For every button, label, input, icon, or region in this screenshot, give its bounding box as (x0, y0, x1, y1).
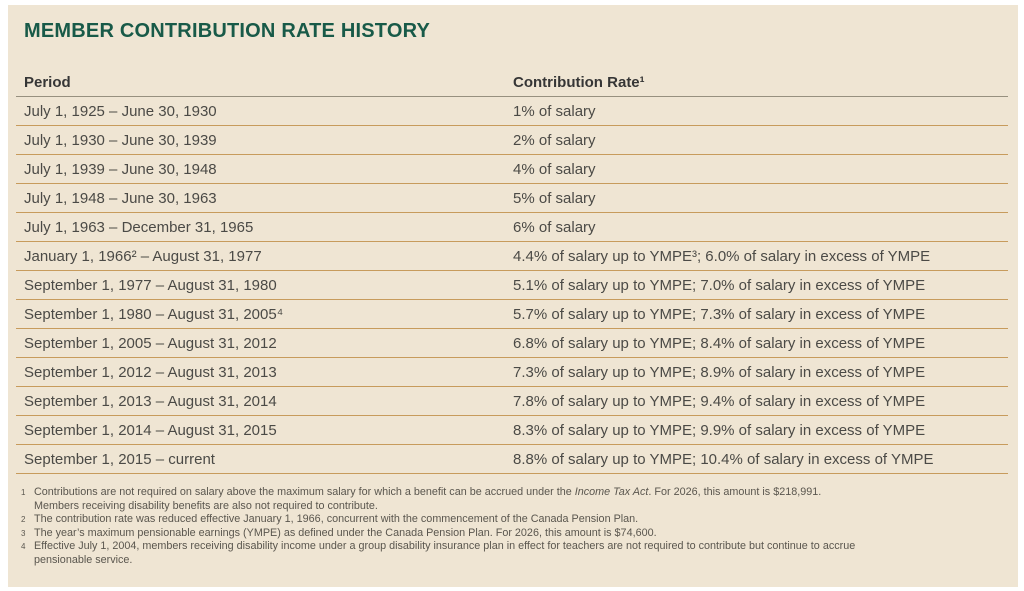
table-row: July 1, 1939 – June 30, 1948 4% of salary (16, 155, 1008, 184)
rate-cell: 5.7% of salary up to YMPE; 7.3% of salar… (513, 305, 926, 323)
rate-cell: 4% of salary (513, 160, 596, 178)
period-cell: July 1, 1925 – June 30, 1930 (24, 102, 217, 120)
rate-cell: 1% of salary (513, 102, 596, 120)
footnote-1-marker: 1 (21, 488, 26, 497)
table-row: September 1, 2013 – August 31, 2014 7.8% … (16, 387, 1008, 416)
footnote-1: 1 Contributions are not required on sala… (21, 486, 1004, 513)
footnote-2-text: The contribution rate was reduced effect… (34, 513, 639, 525)
footnote-3: 3 The year’s maximum pensionable earning… (21, 527, 1004, 541)
footnote-3-text: The year’s maximum pensionable earnings … (34, 526, 657, 539)
rate-cell: 7.3% of salary up to YMPE; 8.9% of salar… (513, 363, 926, 381)
period-cell: September 1, 1977 – August 31, 1980 (24, 276, 277, 294)
page-title: MEMBER CONTRIBUTION RATE HISTORY (24, 20, 431, 42)
table-row: September 1, 2012 – August 31, 2013 7.3% … (16, 358, 1008, 387)
table-header-row: Period Contribution Rate¹ (16, 74, 1008, 97)
footnote-1-text-before: Contributions are not required on salary… (34, 486, 575, 498)
period-cell: July 1, 1939 – June 30, 1948 (24, 160, 217, 178)
table-row: July 1, 1925 – June 30, 1930 1% of salary (16, 97, 1008, 126)
table-body: July 1, 1925 – June 30, 1930 1% of salary… (16, 97, 1008, 474)
rate-cell: 6% of salary (513, 218, 596, 236)
column-header-period: Period (24, 74, 71, 91)
table-row: September 1, 2014 – August 31, 2015 8.3% … (16, 416, 1008, 445)
rate-cell: 4.4% of salary up to YMPE³; 6.0% of sala… (513, 247, 931, 265)
period-cell: September 1, 2013 – August 31, 2014 (24, 392, 277, 410)
rate-cell: 5% of salary (513, 189, 596, 207)
table-row: July 1, 1930 – June 30, 1939 2% of salary (16, 126, 1008, 155)
rate-cell: 6.8% of salary up to YMPE; 8.4% of salar… (513, 334, 926, 352)
column-header-contribution-rate: Contribution Rate¹ (513, 74, 645, 91)
footnote-4-marker: 4 (21, 542, 26, 551)
rate-cell: 5.1% of salary up to YMPE; 7.0% of salar… (513, 276, 926, 294)
table-row: July 1, 1948 – June 30, 1963 5% of salary (16, 184, 1008, 213)
contribution-rate-table: Period Contribution Rate¹ July 1, 1925 –… (16, 74, 1008, 474)
period-cell: September 1, 1980 – August 31, 2005⁴ (24, 305, 284, 323)
rate-cell: 8.8% of salary up to YMPE; 10.4% of sala… (513, 450, 934, 468)
period-cell: July 1, 1963 – December 31, 1965 (24, 218, 254, 236)
footnotes: 1 Contributions are not required on sala… (16, 486, 1008, 567)
footnote-2: 2 The contribution rate was reduced effe… (21, 513, 1004, 527)
period-cell: July 1, 1948 – June 30, 1963 (24, 189, 217, 207)
table-row: September 1, 1980 – August 31, 2005⁴ 5.7%… (16, 300, 1008, 329)
footnote-4: 4 Effective July 1, 2004, members receiv… (21, 540, 1004, 567)
period-cell: September 1, 2014 – August 31, 2015 (24, 421, 277, 439)
member-contribution-rate-card: MEMBER CONTRIBUTION RATE HISTORY Period … (8, 5, 1018, 587)
table-row: July 1, 1963 – December 31, 1965 6% of sa… (16, 213, 1008, 242)
period-cell: January 1, 1966² – August 31, 1977 (24, 247, 262, 265)
footnote-3-marker: 3 (21, 528, 26, 538)
rate-cell: 8.3% of salary up to YMPE; 9.9% of salar… (513, 421, 926, 439)
footnote-1-text: Contributions are not required on salary… (34, 486, 1004, 513)
period-cell: September 1, 2015 – current (24, 450, 215, 468)
table-row: September 1, 2005 – August 31, 2012 6.8% … (16, 329, 1008, 358)
footnote-4-text-line1: Effective July 1, 2004, members receivin… (34, 540, 856, 552)
footnote-2-marker: 2 (21, 515, 26, 524)
period-cell: September 1, 2012 – August 31, 2013 (24, 363, 277, 381)
footnote-1-italic: Income Tax Act (574, 486, 649, 498)
period-cell: July 1, 1930 – June 30, 1939 (24, 131, 217, 149)
footnote-4-line2: pensionable service. (34, 553, 133, 566)
table-row: January 1, 1966² – August 31, 1977 4.4% o… (16, 242, 1008, 271)
footnote-1-text-after: . For 2026, this amount is $218,991. (648, 486, 822, 498)
period-cell: September 1, 2005 – August 31, 2012 (24, 334, 277, 352)
footnote-1-line2: Members receiving disability benefits ar… (34, 499, 378, 512)
table-row: September 1, 2015 – current 8.8% of salar… (16, 445, 1008, 474)
rate-cell: 2% of salary (513, 131, 596, 149)
footnote-4-text: Effective July 1, 2004, members receivin… (34, 540, 1004, 567)
rate-cell: 7.8% of salary up to YMPE; 9.4% of salar… (513, 392, 926, 410)
table-row: September 1, 1977 – August 31, 1980 5.1% … (16, 271, 1008, 300)
